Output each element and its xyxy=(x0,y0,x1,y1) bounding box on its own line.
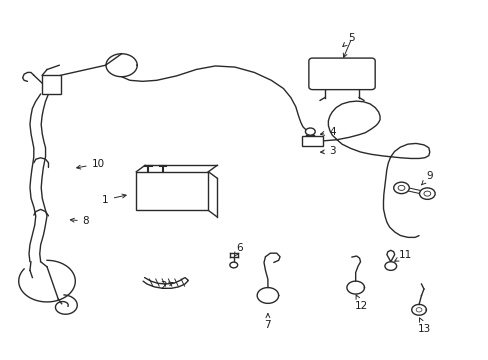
FancyBboxPatch shape xyxy=(308,58,374,90)
Text: 10: 10 xyxy=(77,159,104,169)
Text: 2: 2 xyxy=(161,281,173,291)
Text: 9: 9 xyxy=(421,171,432,185)
Text: 12: 12 xyxy=(354,295,367,311)
Circle shape xyxy=(423,191,430,196)
Circle shape xyxy=(393,182,408,194)
Circle shape xyxy=(384,262,396,270)
FancyBboxPatch shape xyxy=(302,136,322,146)
Text: 5: 5 xyxy=(342,33,354,46)
Circle shape xyxy=(415,308,421,312)
Circle shape xyxy=(397,185,404,190)
Text: 11: 11 xyxy=(394,250,411,261)
Text: 3: 3 xyxy=(320,146,335,156)
Circle shape xyxy=(229,262,237,268)
Text: 13: 13 xyxy=(417,318,430,334)
Text: 8: 8 xyxy=(70,216,89,226)
Bar xyxy=(42,75,61,94)
Text: 4: 4 xyxy=(320,127,335,136)
Text: 1: 1 xyxy=(102,194,126,205)
Text: 7: 7 xyxy=(264,314,271,330)
Bar xyxy=(136,172,208,211)
Circle shape xyxy=(305,128,315,135)
Circle shape xyxy=(419,188,434,199)
Text: 6: 6 xyxy=(234,243,243,256)
